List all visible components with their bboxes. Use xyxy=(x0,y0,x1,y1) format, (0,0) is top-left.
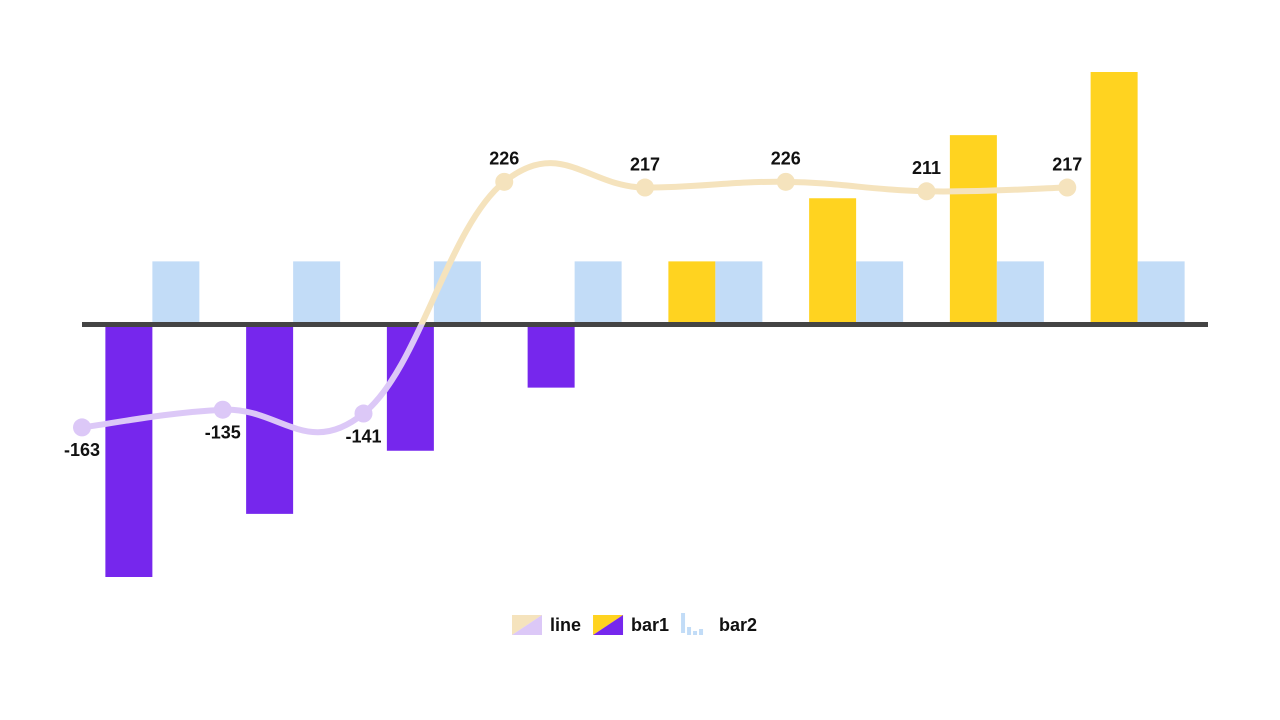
bar xyxy=(1090,72,1138,325)
legend-icon xyxy=(693,631,698,635)
line xyxy=(79,160,1071,436)
line-point xyxy=(213,400,232,419)
bar xyxy=(996,261,1044,325)
bar xyxy=(433,261,481,325)
legend-icon xyxy=(593,615,624,635)
bar xyxy=(715,261,763,325)
data-label: 211 xyxy=(912,158,941,178)
legend-icon xyxy=(699,629,704,635)
legend: line bar1 bar2 xyxy=(512,613,757,635)
line-point xyxy=(636,178,654,197)
line-point xyxy=(917,182,936,201)
bar xyxy=(293,261,341,325)
data-label: 217 xyxy=(1052,154,1082,174)
data-label: -141 xyxy=(345,426,381,446)
data-label: -135 xyxy=(205,422,241,442)
legend-icon xyxy=(687,627,692,635)
legend-icon xyxy=(512,615,542,635)
data-label: 217 xyxy=(630,154,660,174)
line-point xyxy=(495,172,514,191)
bar xyxy=(1137,261,1185,325)
bar xyxy=(152,261,200,325)
bar xyxy=(105,324,153,577)
data-label: 226 xyxy=(771,149,801,169)
line-point xyxy=(73,418,91,437)
bar xyxy=(668,261,716,325)
line-point xyxy=(776,172,795,191)
bar xyxy=(949,135,997,325)
line-point xyxy=(1058,178,1077,197)
line-point xyxy=(354,404,373,423)
bar xyxy=(527,324,575,388)
bar xyxy=(574,261,622,325)
data-label: -163 xyxy=(64,440,100,460)
bar xyxy=(809,198,857,325)
legend-label: line xyxy=(550,615,581,635)
legend-icon xyxy=(681,613,686,633)
data-label: 226 xyxy=(489,149,519,169)
legend-label: bar1 xyxy=(631,615,669,635)
bar xyxy=(856,261,904,325)
legend-label: bar2 xyxy=(719,615,757,635)
